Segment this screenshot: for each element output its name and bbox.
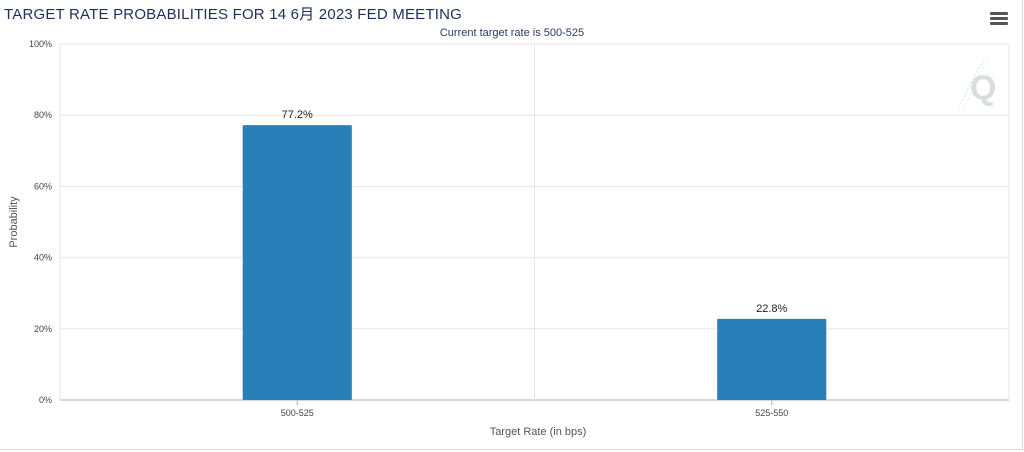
- bar-500-525[interactable]: [242, 125, 352, 400]
- y-tick-label: 80%: [34, 110, 52, 120]
- bars: [242, 125, 827, 400]
- y-tick-label: 40%: [34, 253, 52, 263]
- x-tick-label-525-550: 525-550: [755, 408, 788, 418]
- chart-subtitle: Current target rate is 500-525: [439, 27, 585, 39]
- y-tick-label: 60%: [34, 181, 52, 191]
- y-tick-label: 20%: [34, 324, 52, 334]
- grid-lines: [59, 43, 1010, 401]
- y-tick-label: 100%: [29, 39, 52, 49]
- data-label-500-525: 77.2%: [282, 109, 313, 121]
- data-label-525-550: 22.8%: [756, 303, 787, 315]
- x-axis-ticks: 500-525 525-550: [281, 400, 788, 418]
- x-tick-label-500-525: 500-525: [281, 408, 314, 418]
- y-tick-label: 0%: [39, 395, 52, 405]
- data-labels: 77.2% 22.8%: [282, 109, 788, 315]
- quikstrike-logo-icon: Q: [957, 53, 996, 109]
- chart-title: TARGET RATE PROBABILITIES FOR 14 6月 2023…: [4, 6, 463, 23]
- y-axis-ticks: 0% 20% 40% 60% 80% 100%: [29, 39, 52, 405]
- svg-text:Q: Q: [970, 69, 996, 107]
- hamburger-menu-icon[interactable]: [990, 12, 1008, 28]
- x-axis-label: Target Rate (in bps): [490, 426, 587, 438]
- bar-525-550[interactable]: [717, 318, 827, 400]
- y-axis-label: Probability: [8, 196, 20, 248]
